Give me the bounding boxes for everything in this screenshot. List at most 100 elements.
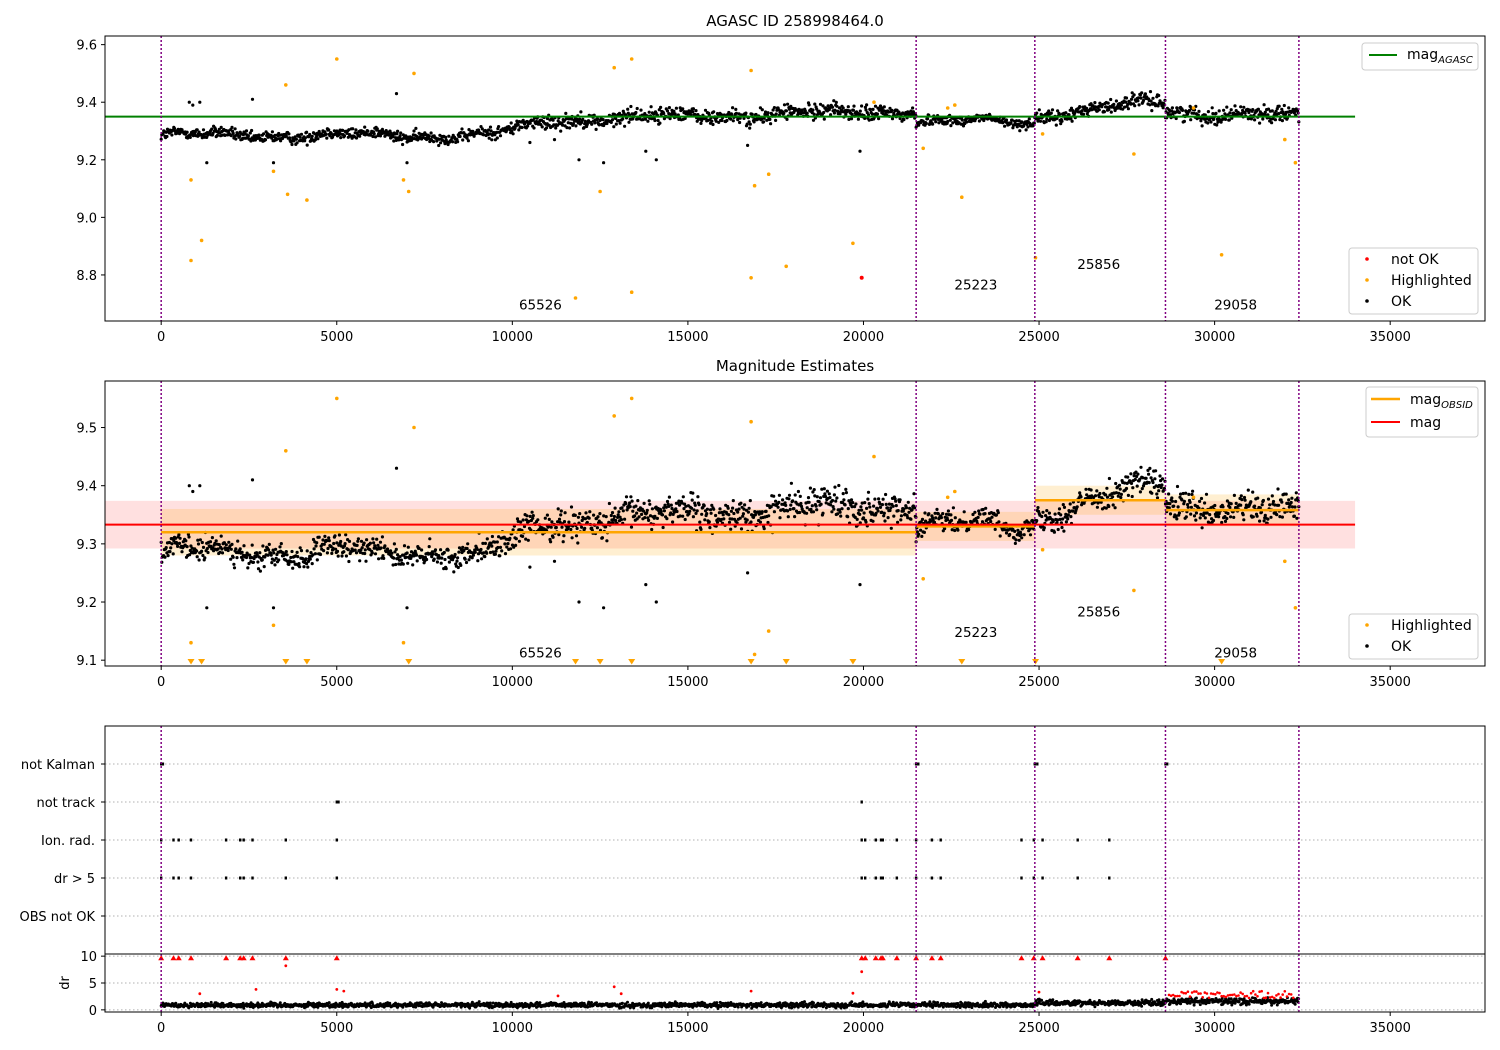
ok-point bbox=[381, 554, 385, 558]
ok-point bbox=[500, 549, 504, 553]
ok-point bbox=[234, 547, 238, 551]
legend-label: magAGASC bbox=[1407, 47, 1473, 66]
highlighted-point bbox=[1191, 106, 1196, 110]
ok-point bbox=[1225, 499, 1229, 503]
ok-point bbox=[813, 102, 817, 106]
dr-point bbox=[645, 1005, 649, 1009]
ok-point bbox=[684, 504, 688, 508]
ok-point bbox=[662, 506, 666, 510]
ok-point bbox=[880, 510, 884, 514]
ok-point bbox=[1015, 119, 1019, 123]
ok-point bbox=[646, 119, 650, 123]
ok-point bbox=[1024, 128, 1028, 132]
ok-point bbox=[1057, 507, 1062, 511]
ok-point bbox=[1042, 526, 1046, 530]
ok-point bbox=[624, 495, 629, 499]
ok-point bbox=[1136, 96, 1141, 100]
ok-point bbox=[229, 547, 233, 551]
ok-point bbox=[1215, 123, 1219, 127]
ok-point bbox=[907, 510, 911, 514]
flag-marker bbox=[239, 838, 242, 842]
ok-point bbox=[308, 132, 312, 137]
ok-point bbox=[394, 138, 398, 142]
ok-point bbox=[856, 117, 861, 121]
flag-marker bbox=[860, 800, 863, 804]
ok-point bbox=[1124, 100, 1128, 104]
ok-point bbox=[476, 559, 480, 563]
ok-point bbox=[327, 536, 331, 540]
ok-point bbox=[868, 107, 873, 112]
ok-point bbox=[1209, 120, 1213, 124]
ok-point bbox=[372, 541, 376, 545]
ok-point bbox=[1228, 505, 1232, 510]
x-tick-label: 30000 bbox=[1194, 330, 1235, 345]
ok-point bbox=[195, 555, 199, 559]
ok-point bbox=[248, 131, 252, 135]
ok-point bbox=[303, 136, 307, 140]
ok-point bbox=[459, 563, 463, 568]
ok-point bbox=[1124, 96, 1129, 100]
ok-point bbox=[498, 554, 502, 558]
dr-point bbox=[586, 1005, 590, 1009]
ok-point bbox=[860, 508, 864, 512]
ok-point bbox=[889, 506, 893, 510]
ok-point bbox=[1229, 515, 1233, 519]
ok-point bbox=[1168, 502, 1172, 506]
highlighted-point bbox=[1293, 606, 1298, 610]
ok-point bbox=[354, 128, 358, 132]
ok-point bbox=[289, 560, 293, 564]
ok-point bbox=[703, 108, 708, 112]
ok-point bbox=[690, 498, 694, 502]
ok-point bbox=[392, 542, 396, 546]
ok-point bbox=[902, 507, 906, 511]
ok-point bbox=[602, 514, 606, 518]
ok-point bbox=[711, 122, 715, 127]
ok-point bbox=[1020, 536, 1024, 540]
ok-point bbox=[1018, 129, 1022, 133]
ok-point bbox=[887, 502, 892, 506]
ok-point bbox=[645, 508, 649, 512]
ok-point bbox=[829, 503, 833, 507]
ok-point bbox=[635, 106, 639, 111]
ok-point bbox=[1146, 468, 1150, 472]
highlighted-point bbox=[271, 169, 276, 174]
ok-point bbox=[1057, 112, 1062, 116]
ok-point bbox=[174, 536, 178, 540]
ok-point bbox=[1055, 521, 1059, 525]
ok-point bbox=[569, 117, 574, 121]
ok-point bbox=[465, 136, 469, 140]
ok-point bbox=[851, 108, 856, 112]
ok-point bbox=[997, 520, 1001, 524]
ok-point bbox=[617, 119, 621, 123]
agasc-magnitude-panel: AGASC ID 258998464.0 0 5000 10000 15000 2000… bbox=[76, 12, 1486, 345]
ok-point bbox=[213, 541, 217, 545]
ok-point bbox=[1181, 491, 1185, 496]
ok-point bbox=[366, 129, 370, 133]
x-tick-label: 5000 bbox=[320, 675, 353, 690]
highlighted-point bbox=[1293, 160, 1298, 165]
ok-point bbox=[401, 562, 405, 566]
ok-point bbox=[1210, 106, 1214, 110]
ok-point bbox=[514, 543, 518, 548]
ok-point bbox=[250, 555, 254, 560]
ok-point bbox=[772, 494, 776, 498]
ok-point bbox=[347, 128, 351, 132]
ok-point bbox=[1160, 483, 1164, 487]
ok-point bbox=[354, 136, 359, 140]
ok-point bbox=[1240, 498, 1244, 502]
ok-point bbox=[335, 541, 339, 545]
ok-point bbox=[210, 127, 214, 131]
ok-point bbox=[549, 540, 553, 544]
ok-point bbox=[652, 112, 656, 116]
ok-outlier-point bbox=[405, 606, 409, 610]
ok-point bbox=[1182, 499, 1186, 503]
flag-marker bbox=[864, 876, 867, 880]
ok-point bbox=[877, 117, 881, 121]
ok-point bbox=[178, 131, 182, 135]
ok-point bbox=[844, 112, 848, 116]
dr-point bbox=[440, 1001, 443, 1005]
ok-point bbox=[636, 499, 640, 503]
ok-point bbox=[455, 559, 459, 563]
ok-point bbox=[235, 556, 239, 560]
ok-point bbox=[1028, 533, 1033, 537]
